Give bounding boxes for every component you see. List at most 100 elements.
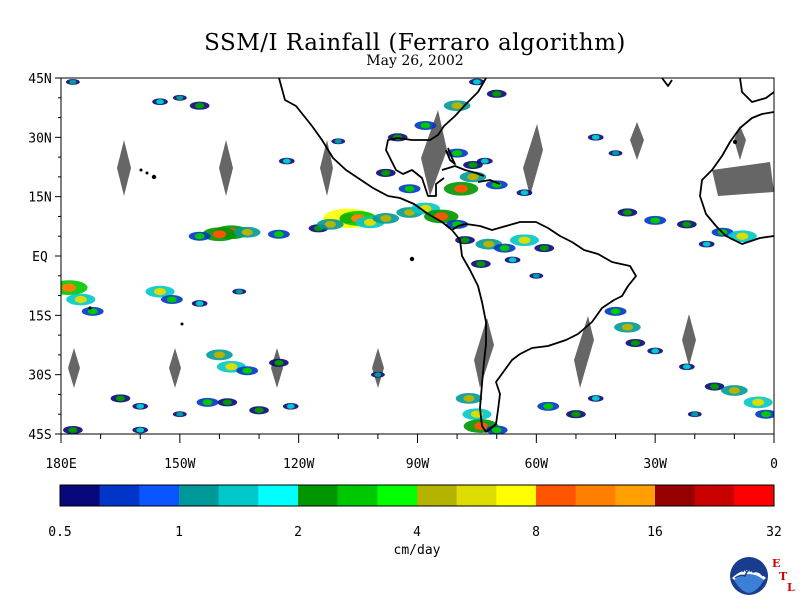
x-tick-label: 60W	[525, 457, 549, 472]
colorbar-tick-label: 16	[647, 525, 663, 540]
rain-cell	[467, 173, 479, 181]
y-tick-label: 30N	[28, 131, 51, 146]
rain-cell	[728, 387, 741, 394]
colorbar-swatch	[337, 485, 378, 506]
rain-cell	[156, 99, 164, 105]
rain-cell	[630, 340, 640, 346]
colorbar-tick-label: 0.5	[48, 525, 71, 540]
hispaniola	[477, 179, 501, 185]
swath-gap	[474, 318, 494, 388]
rain-cell	[286, 403, 295, 409]
x-tick-label: 120W	[283, 457, 314, 472]
swath-gap	[271, 348, 283, 388]
rain-cell	[532, 273, 540, 279]
rain-cells-layer	[61, 78, 774, 434]
colorbar-unit-label: cm/day	[394, 543, 441, 558]
x-tick-label: 90W	[406, 457, 430, 472]
swath-gap	[523, 124, 543, 196]
colorbar-swatch	[615, 485, 656, 506]
chart-title: SSM/I Rainfall (Ferraro algorithm)	[204, 30, 626, 56]
rain-cell	[682, 364, 691, 370]
rain-cell	[691, 411, 699, 417]
hawaii-island	[145, 171, 149, 175]
y-tick-label: 15S	[28, 309, 51, 324]
rain-cell	[222, 399, 232, 406]
colorbar-swatch	[655, 485, 695, 506]
rain-cell	[363, 218, 376, 226]
colorbar: 0.5 1 2 4 8 16 32 cm/day	[48, 484, 782, 558]
swath-gap	[219, 140, 233, 196]
colorbar-tick-label: 2	[294, 525, 302, 540]
rain-cell	[483, 240, 495, 248]
rain-cell	[136, 403, 145, 409]
coastlines	[278, 78, 774, 433]
rain-cell	[202, 399, 213, 406]
rain-cell	[454, 184, 468, 193]
rain-cell	[212, 230, 227, 239]
colorbar-swatch	[179, 485, 219, 506]
rain-cell	[235, 289, 243, 294]
no-data-swath-gaps	[68, 110, 774, 388]
rain-cell	[194, 233, 205, 240]
galapagos-island	[409, 256, 415, 262]
colorbar-swatch	[99, 485, 140, 506]
cuba	[441, 165, 485, 177]
rain-cell	[508, 257, 517, 263]
svg-text:E: E	[772, 557, 780, 570]
colorbar-swatch	[417, 485, 457, 506]
rain-cell	[225, 363, 238, 371]
africa-coast	[699, 111, 774, 245]
plot-background	[61, 78, 774, 434]
swath-gap	[68, 348, 80, 388]
rain-cell	[115, 395, 126, 402]
colorbar-swatch	[694, 485, 735, 506]
rain-cell	[74, 295, 87, 304]
rain-cell	[476, 261, 486, 267]
rain-cell	[452, 150, 463, 157]
rain-cell	[334, 138, 342, 144]
noaa-etl-logo: NOAA E T L	[729, 554, 797, 598]
rain-cell	[736, 232, 749, 240]
colorbar-swatch	[536, 485, 576, 506]
rain-cell	[650, 217, 661, 224]
y-tick-label: 45N	[28, 72, 51, 87]
rain-cell	[499, 245, 510, 252]
rain-cell	[166, 296, 177, 303]
rain-cell	[520, 190, 529, 196]
rain-cell	[591, 395, 600, 401]
swath-gap	[630, 122, 644, 160]
rain-cell	[621, 323, 634, 331]
rain-cell	[273, 231, 284, 238]
rain-cell	[492, 90, 502, 97]
colorbar-tick-label: 1	[175, 525, 183, 540]
rain-cell	[480, 158, 489, 164]
chart-subtitle: May 26, 2002	[366, 53, 464, 69]
y-tick-label: 15N	[28, 191, 51, 206]
colorbar-frame	[59, 484, 775, 507]
rain-cell	[195, 102, 205, 109]
colorbar-swatch	[734, 485, 775, 506]
rain-cell	[610, 308, 621, 315]
rain-cell	[380, 215, 392, 222]
pacific-island	[180, 322, 184, 326]
swath-gap	[372, 348, 384, 388]
rain-cell	[473, 79, 481, 85]
rain-cell	[176, 411, 184, 417]
colorbar-tick-label: 8	[532, 525, 540, 540]
rain-cell	[381, 170, 391, 176]
colorbar-swatch	[60, 485, 100, 506]
rain-cell	[622, 209, 633, 216]
x-tick-label: 180E	[45, 457, 76, 472]
swath-gap	[712, 162, 774, 196]
rain-cell	[491, 426, 502, 434]
canary-island	[733, 140, 737, 144]
rain-cell	[460, 237, 470, 244]
rain-cell	[176, 95, 184, 101]
colorbar-swatch	[139, 485, 180, 506]
colorbar-swatch	[456, 485, 497, 506]
swath-gap	[169, 348, 181, 388]
rain-cell	[374, 372, 382, 378]
rain-cell	[591, 134, 600, 140]
rain-cell	[420, 122, 431, 129]
rain-cell	[68, 427, 78, 433]
